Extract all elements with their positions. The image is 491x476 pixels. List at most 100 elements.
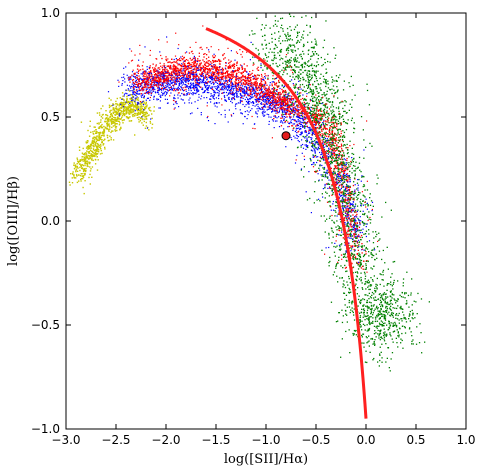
data-point: [203, 82, 205, 84]
data-point: [216, 88, 218, 91]
data-point: [352, 208, 354, 210]
data-point: [356, 210, 358, 213]
data-point: [349, 197, 351, 199]
data-point: [354, 220, 356, 222]
data-point: [111, 130, 113, 132]
data-point: [231, 102, 233, 104]
data-point: [340, 168, 342, 170]
data-point: [199, 86, 201, 88]
data-point: [316, 115, 318, 117]
data-point: [281, 115, 283, 117]
data-point: [251, 82, 253, 84]
data-point: [135, 104, 138, 106]
data-point: [324, 138, 326, 140]
data-point: [301, 117, 303, 119]
data-point: [237, 102, 239, 104]
data-point: [141, 111, 143, 114]
data-point: [260, 82, 262, 84]
data-point: [331, 151, 333, 153]
data-point: [285, 109, 287, 111]
data-point: [212, 65, 214, 67]
data-point: [271, 91, 273, 93]
data-point: [244, 94, 246, 96]
data-point: [281, 108, 283, 110]
data-point: [168, 66, 170, 68]
data-point: [109, 119, 111, 121]
data-point: [143, 77, 145, 79]
data-point: [252, 104, 254, 106]
data-point: [299, 123, 301, 126]
data-point: [84, 152, 86, 155]
data-point: [189, 92, 191, 94]
data-point: [263, 106, 265, 108]
data-point: [347, 175, 349, 177]
data-point: [196, 73, 198, 75]
data-point: [162, 83, 164, 85]
data-point: [346, 220, 348, 222]
data-point: [177, 78, 179, 80]
data-point: [170, 68, 172, 70]
data-point: [174, 68, 177, 70]
data-point: [265, 89, 267, 91]
data-point: [167, 90, 169, 92]
data-point: [82, 168, 84, 170]
data-point: [261, 103, 263, 105]
data-point: [341, 157, 343, 159]
data-point: [96, 137, 98, 139]
data-point: [75, 168, 78, 170]
data-point: [175, 61, 178, 63]
data-point: [184, 80, 186, 82]
data-point: [173, 103, 175, 105]
data-point: [332, 141, 334, 143]
data-point: [231, 73, 233, 75]
data-point: [95, 151, 97, 154]
data-point: [304, 137, 306, 139]
data-point: [207, 76, 209, 78]
data-point: [230, 71, 232, 73]
data-point: [345, 223, 347, 225]
data-point: [209, 69, 211, 71]
data-point: [329, 148, 332, 150]
data-point: [198, 76, 200, 78]
data-point: [99, 143, 102, 146]
data-point: [359, 256, 362, 259]
data-point: [84, 169, 86, 172]
data-point: [350, 207, 352, 209]
data-point: [112, 112, 114, 115]
data-point: [103, 143, 105, 145]
data-point: [178, 88, 180, 90]
data-point: [164, 69, 166, 71]
data-point: [109, 135, 111, 137]
data-point: [337, 139, 339, 141]
data-point: [244, 91, 246, 93]
data-point: [234, 76, 236, 78]
data-point: [204, 64, 206, 66]
data-point: [160, 80, 162, 82]
data-point: [177, 87, 179, 89]
data-point: [213, 79, 215, 81]
data-point: [206, 91, 208, 94]
data-point: [240, 72, 242, 74]
data-point: [213, 91, 215, 94]
data-point: [184, 71, 186, 73]
data-point: [387, 303, 389, 305]
data-point: [127, 109, 129, 111]
data-point: [295, 125, 297, 127]
data-point: [166, 82, 168, 84]
data-point: [157, 76, 159, 78]
data-point: [163, 85, 165, 87]
data-point: [346, 199, 349, 201]
data-point: [208, 77, 210, 79]
data-point: [109, 126, 111, 128]
data-point: [350, 254, 352, 257]
data-point: [170, 66, 172, 69]
data-point: [327, 153, 330, 155]
data-point: [167, 78, 169, 80]
data-point: [146, 91, 148, 93]
data-point: [380, 313, 383, 315]
data-point: [199, 73, 201, 75]
data-point: [273, 118, 275, 120]
data-point: [241, 66, 243, 68]
data-point: [302, 122, 304, 124]
data-point: [255, 88, 257, 90]
